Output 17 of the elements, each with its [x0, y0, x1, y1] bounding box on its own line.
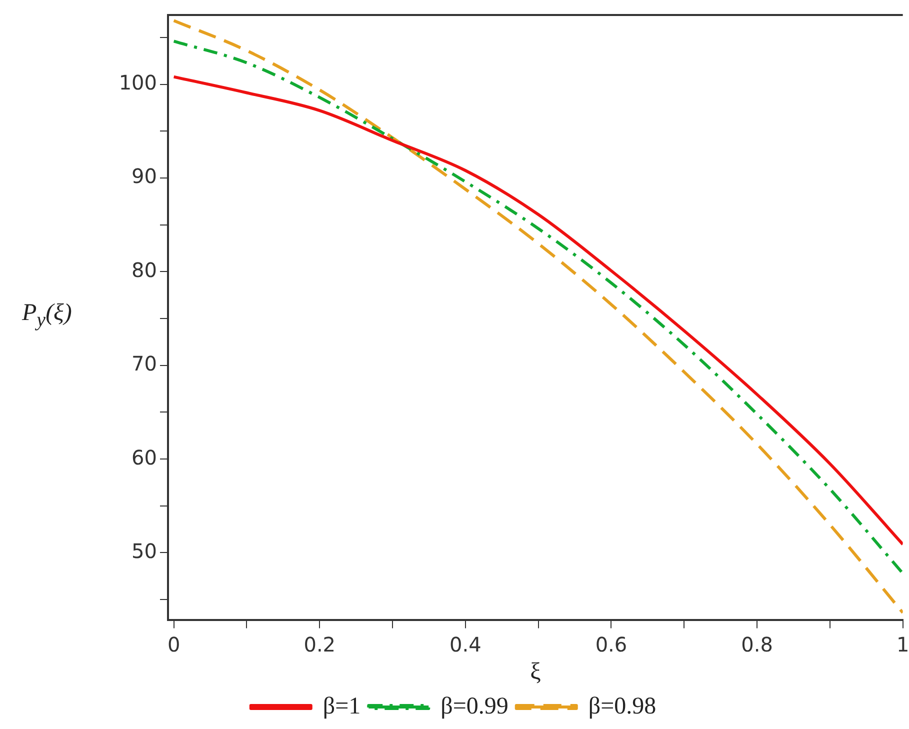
y-tick-label: 80	[132, 258, 157, 282]
y-tick-label: 90	[132, 164, 157, 188]
legend-label: β=1	[322, 693, 361, 720]
x-tick-label: 0.6	[595, 632, 628, 656]
x-tick-label: 0.2	[304, 632, 336, 656]
y-tick-label: 50	[132, 538, 157, 563]
y-axis-title: P$_{y}$(ξ)	[22, 300, 72, 332]
x-tick-label: 0	[167, 632, 180, 656]
x-tick-label: 0.4	[450, 632, 482, 656]
x-tick-label: 1	[896, 632, 909, 656]
legend-label: β=0.98	[588, 693, 656, 720]
legend-label: β=0.99	[440, 693, 508, 720]
y-tick-label: 60	[132, 445, 157, 470]
x-tick-label: 0.8	[741, 632, 773, 656]
x-axis-title: ξ	[530, 658, 542, 685]
y-tick-label: 70	[132, 352, 157, 376]
y-tick-label: 100	[118, 70, 157, 95]
